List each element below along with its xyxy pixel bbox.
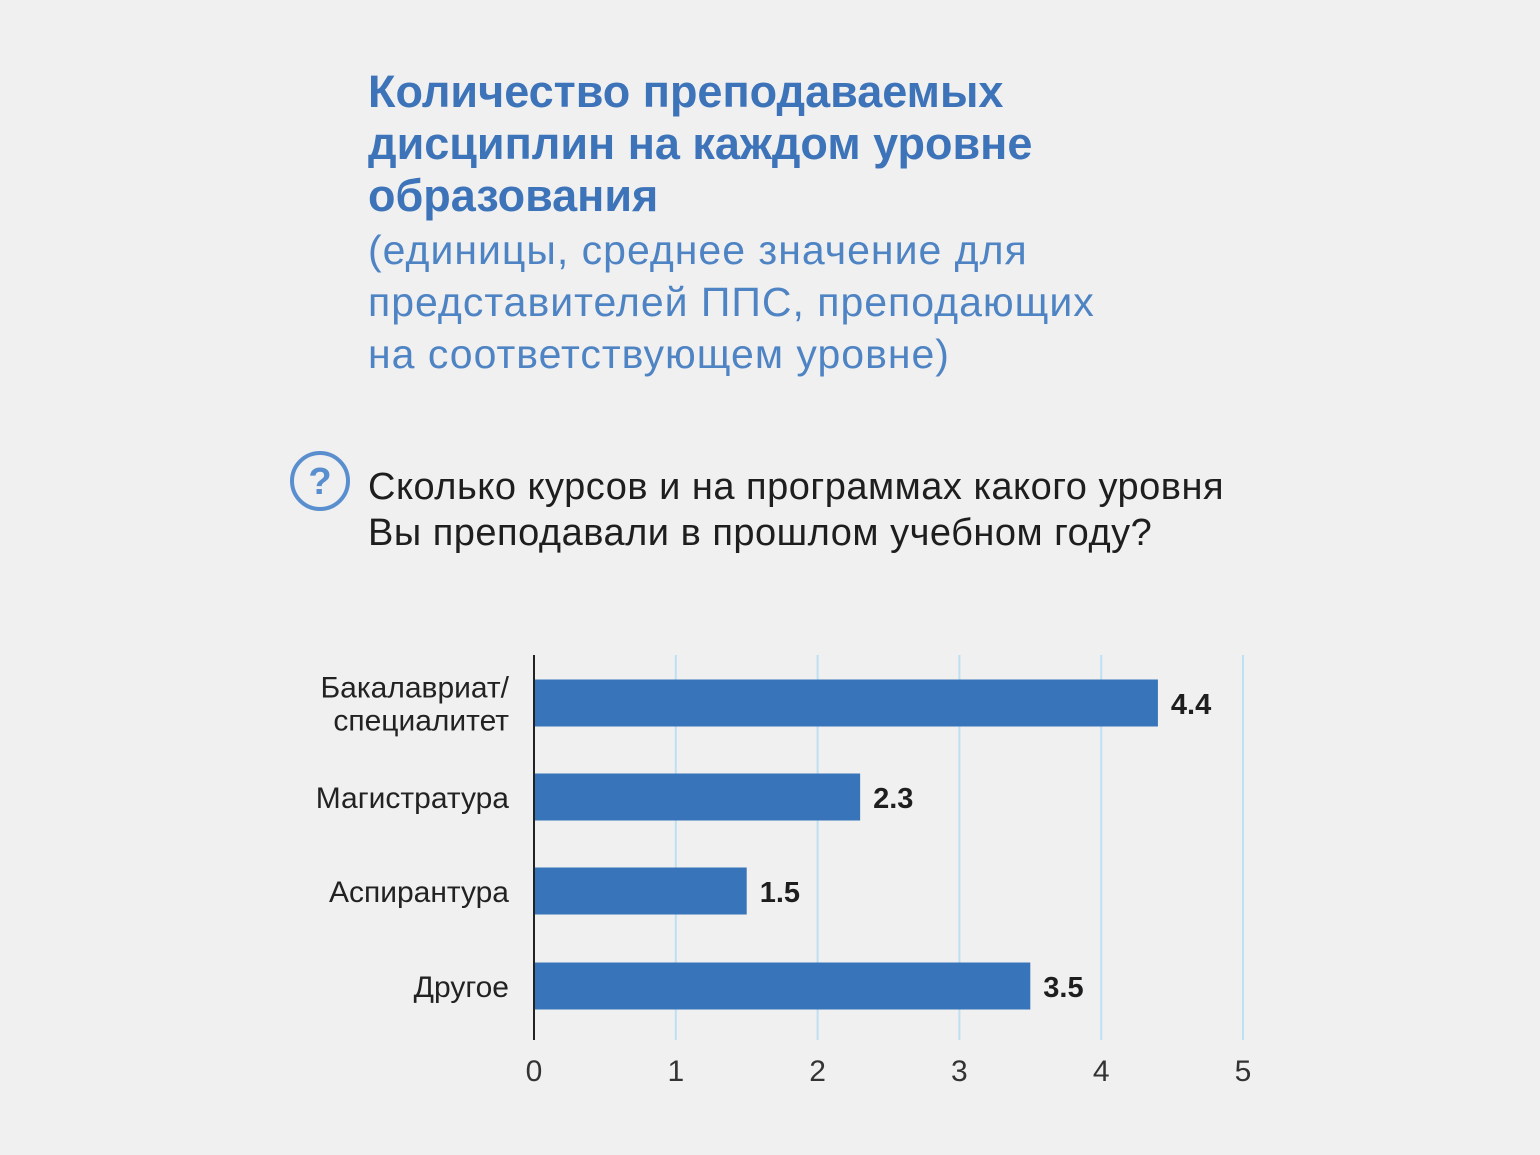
- x-tick-label-2: 2: [809, 1055, 826, 1088]
- bars: [534, 679, 1158, 1010]
- x-tick-labels: 0 1 2 3 4 5: [526, 1055, 1252, 1088]
- x-tick-label-5: 5: [1235, 1055, 1252, 1088]
- x-tick-label-0: 0: [526, 1055, 543, 1088]
- chart-subtitle: (единицы, среднее значение для представи…: [368, 227, 1095, 377]
- value-label-1: 2.3: [873, 783, 913, 815]
- category-label-3: Другое: [414, 971, 509, 1004]
- question-circle-icon: ?: [290, 451, 350, 511]
- value-label-0: 4.4: [1171, 689, 1211, 721]
- x-tick-label-4: 4: [1093, 1055, 1110, 1088]
- chart-title: Количество преподаваемых дисциплин на ка…: [368, 66, 1033, 221]
- value-label-3: 3.5: [1043, 972, 1083, 1004]
- value-label-2: 1.5: [760, 877, 800, 909]
- value-labels: 4.4 2.3 1.5 3.5: [760, 689, 1212, 1004]
- bar-0: [534, 679, 1158, 727]
- bar-1: [534, 773, 861, 821]
- bar-2: [534, 867, 747, 915]
- x-tick-label-1: 1: [667, 1055, 684, 1088]
- category-label-1: Магистратура: [316, 782, 510, 815]
- survey-question: Сколько курсов и на программах какого ур…: [368, 466, 1225, 554]
- category-label-0: Бакалавриат/специалитет: [320, 672, 509, 738]
- category-labels: Бакалавриат/специалитет Магистратура Аспир…: [316, 672, 510, 1005]
- bar-3: [534, 962, 1031, 1010]
- svg-text:?: ?: [308, 461, 331, 503]
- category-label-2: Аспирантура: [329, 876, 509, 909]
- x-tick-label-3: 3: [951, 1055, 968, 1088]
